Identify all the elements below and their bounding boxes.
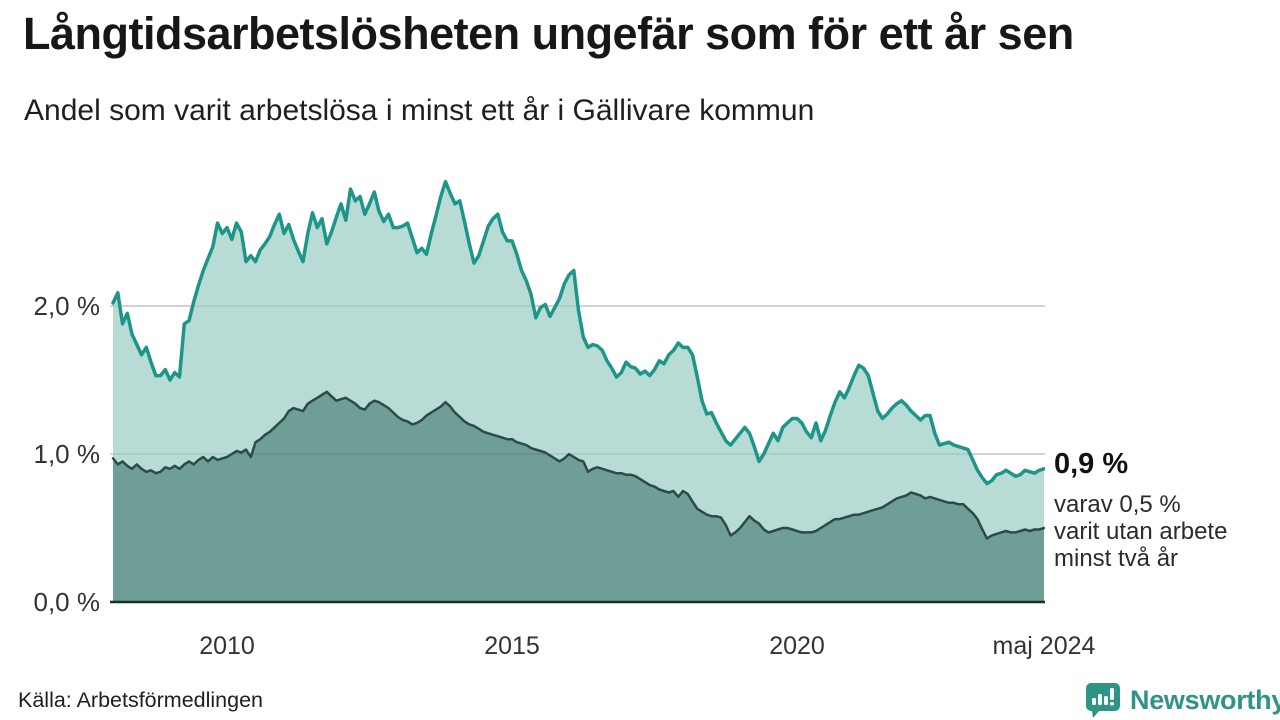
end-value-label: 0,9 % [1054, 448, 1129, 480]
x-axis-tick-label: maj 2024 [992, 632, 1096, 660]
logo-wordmark: Newsworthy [1130, 684, 1280, 715]
y-axis-tick-label: 1,0 % [33, 439, 101, 469]
source-label: Källa: Arbetsförmedlingen [18, 688, 264, 712]
y-axis-tick-label: 0,0 % [33, 587, 101, 617]
newsworthy-logo: Newsworthy [1084, 681, 1280, 719]
line-1yr [111, 179, 1045, 486]
annotation-line-2: varit utan arbete [1054, 518, 1228, 545]
line-2yr [111, 390, 1045, 540]
x-axis-tick-label: 2020 [769, 632, 825, 660]
x-axis-tick-label: 2010 [199, 632, 255, 660]
area-fill-2yr [113, 391, 1044, 602]
unemployment-area-chart [110, 179, 1045, 604]
annotation-line-3: minst två år [1054, 545, 1179, 572]
annotation-line-1: varav 0,5 % [1054, 491, 1181, 518]
logo-speech-bubble-icon [1086, 683, 1120, 718]
chart-subtitle: Andel som varit arbetslösa i minst ett å… [24, 94, 815, 127]
x-axis-tick-label: 2015 [484, 632, 540, 660]
end-value-annotation: 0,9 % varav 0,5 % varit utan arbete mins… [1054, 448, 1274, 572]
chart-title: Långtidsarbetslösheten ungefär som för e… [23, 8, 1074, 59]
y-axis-tick-label: 2,0 % [33, 291, 101, 321]
